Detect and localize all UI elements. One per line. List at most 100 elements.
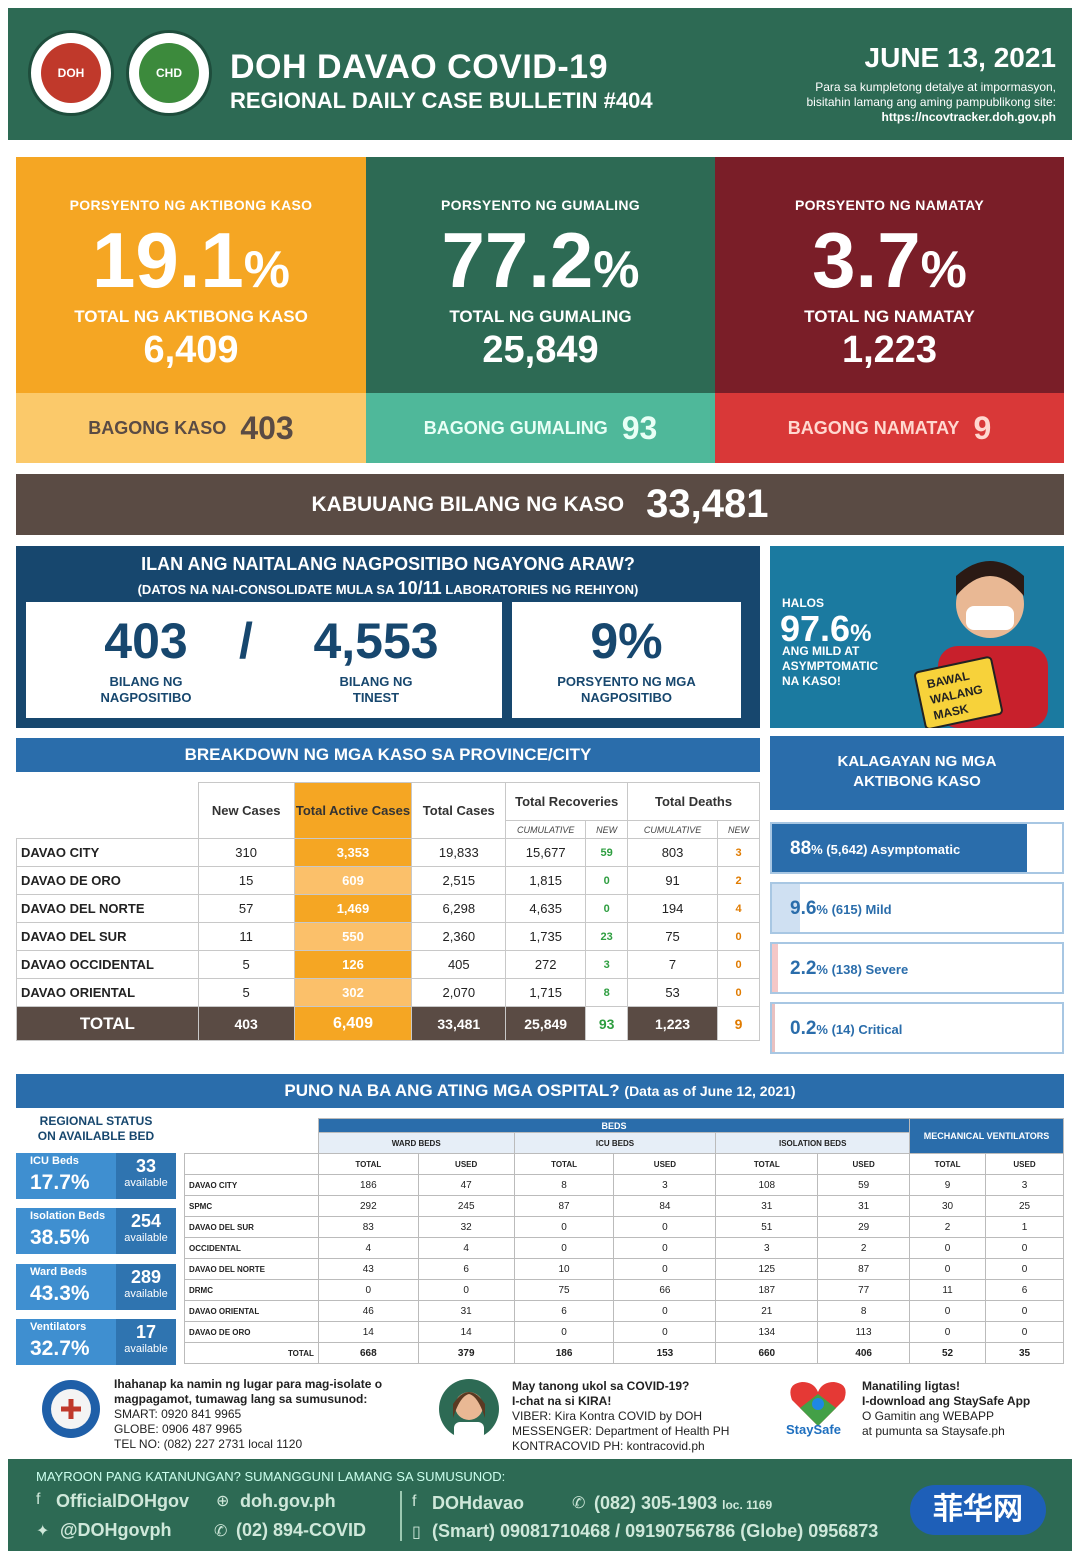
bed-count-cell: 0	[909, 1300, 987, 1322]
active-pct-label: PORSYENTO NG AKTIBONG KASO	[69, 197, 313, 213]
bed-available-box: 33 available	[116, 1153, 176, 1199]
total-cases-cell: 2,070	[411, 978, 507, 1007]
hospital-header-row-1: BEDS MECHANICAL VENTILATORS	[185, 1118, 1064, 1154]
bed-available-pct: 32.7%	[30, 1337, 90, 1360]
facebook-doh-link[interactable]: OfficialDOHgov	[56, 1491, 190, 1511]
new-deaths-cell: 0	[717, 978, 760, 1007]
hotline-seal-logo	[42, 1380, 100, 1438]
bed-count-cell: 113	[817, 1321, 911, 1343]
col-total-cases: Total Cases	[411, 782, 507, 839]
bed-count-cell: 31	[715, 1195, 819, 1217]
bed-count-cell: 187	[715, 1279, 819, 1301]
recoveries-cell: 15,677	[505, 838, 587, 867]
positivity-panel: ILAN ANG NAITALANG NAGPOSITIBO NGAYONG A…	[16, 546, 760, 728]
hospital-name: DAVAO CITY	[184, 1174, 319, 1196]
table-row: DAVAO DE ORO 15 609 2,515 1,815 0 91 2	[16, 866, 760, 895]
bed-count-cell: 6	[513, 1300, 615, 1322]
new-recoveries-cell: 59	[585, 838, 629, 867]
new-deaths-cell: 2	[717, 866, 760, 895]
new-recoveries-cell: 8	[585, 978, 629, 1007]
active-cases-cell: 302	[293, 978, 413, 1007]
new-recovered-strip: BAGONG GUMALING 93	[366, 393, 715, 463]
bed-available-box: 254 available	[116, 1208, 176, 1254]
new-cases-label: BAGONG KASO	[88, 417, 227, 438]
globe-icon: ⊕	[216, 1493, 230, 1510]
positivity-rate-value: 9%	[590, 613, 663, 669]
bed-count-cell: 4	[317, 1237, 419, 1259]
recovered-pct-label: PORSYENTO NG GUMALING	[441, 197, 640, 213]
total-cases-banner: KABUUANG BILANG NG KASO 33,481	[16, 474, 1064, 535]
deaths-cell: 75	[627, 922, 718, 951]
bed-count-cell: 46	[317, 1300, 419, 1322]
footer-contacts: MAYROON PANG KATANUNGAN? SUMANGGUNI LAMA…	[8, 1459, 1072, 1551]
bed-count-cell: 6	[417, 1258, 515, 1280]
active-status-label: 2.2% (138) Severe	[790, 958, 909, 979]
recovered-box: PORSYENTO NG GUMALING 77.2% TOTAL NG GUM…	[366, 157, 715, 393]
deaths-pct-value: 3.7%	[812, 216, 967, 304]
new-deaths-cell: 3	[717, 838, 760, 867]
active-pct-value: 19.1%	[91, 216, 291, 304]
table-row: DAVAO OCCIDENTAL 5 126 405 272 3 7 0	[16, 950, 760, 979]
bed-type-name: ICU Beds	[30, 1155, 79, 1167]
positivity-question: ILAN ANG NAITALANG NAGPOSITIBO NGAYONG A…	[141, 554, 635, 574]
deaths-total-label: TOTAL NG NAMATAY	[804, 307, 975, 326]
bed-count-cell: 11	[909, 1279, 987, 1301]
masked-person-illustration: BAWAL WALANG MASK	[914, 561, 1048, 728]
new-cases-cell: 57	[197, 894, 295, 923]
twitter-doh-link[interactable]: @DOHgovph	[60, 1520, 172, 1540]
ncov-tracker-link[interactable]: https://ncovtracker.doh.gov.ph	[881, 110, 1056, 124]
doh-website-link[interactable]: doh.gov.ph	[240, 1491, 336, 1511]
table-row: DAVAO DEL SUR 83 32 0 0 51 29 2 1	[184, 1216, 1064, 1238]
breakdown-subheader-row: CUMULATIVE NEW CUMULATIVE NEW	[17, 820, 760, 839]
hospital-title: PUNO NA BA ANG ATING MGA OSPITAL? (Data …	[16, 1074, 1064, 1108]
total-cases-label: KABUUANG BILANG NG KASO	[311, 492, 625, 516]
mask-caption: ANG MILD AT ASYMPTOMATIC NA KASO!	[782, 644, 879, 688]
positive-caption: BILANG NG NAGPOSITIBO	[100, 674, 192, 705]
davao-phone-number: (082) 305-1903 loc. 1169	[594, 1493, 773, 1513]
deaths-box: PORSYENTO NG NAMATAY 3.7% TOTAL NG NAMAT…	[715, 157, 1064, 393]
new-cases-cell: 11	[197, 922, 295, 951]
bed-type-name: Ward Beds	[30, 1266, 88, 1278]
deaths-cell: 803	[627, 838, 718, 867]
bed-count-cell: 4	[417, 1237, 515, 1259]
recoveries-cell: 272	[505, 950, 587, 979]
bed-count-cell: 0	[909, 1321, 987, 1343]
bed-count-cell: 8	[513, 1174, 615, 1196]
active-status-fill	[772, 884, 800, 932]
mask-awareness-panel: HALOS 97.6% ANG MILD AT ASYMPTOMATIC NA KA…	[770, 546, 1064, 728]
hospital-total-row: TOTAL 668 379 186 153 660 406 52 35	[184, 1342, 1064, 1364]
facebook-dohdavao-link[interactable]: DOHdavao	[432, 1493, 525, 1513]
bed-count-cell: 0	[513, 1321, 615, 1343]
staysafe-logo-icon	[790, 1382, 846, 1426]
active-cases-cell: 550	[293, 922, 413, 951]
regional-bed-card: ICU Beds 17.7% 33 available	[16, 1153, 176, 1199]
province-name: DAVAO DEL SUR	[16, 922, 199, 951]
kira-chatbot-avatar	[439, 1379, 499, 1440]
bed-count-cell: 0	[985, 1321, 1064, 1343]
phone-icon: ✆	[572, 1495, 586, 1512]
hospital-name: DAVAO DEL SUR	[184, 1216, 319, 1238]
active-status-label: 0.2% (14) Critical	[790, 1018, 903, 1039]
bed-count-cell: 25	[985, 1195, 1064, 1217]
staysafe-logo-text: StaySafe	[786, 1422, 841, 1437]
bed-type-name: Isolation Beds	[30, 1210, 106, 1222]
new-cases-value: 403	[240, 409, 294, 446]
doh-seal-text: DOH	[41, 43, 101, 103]
active-status-label: 9.6% (615) Mild	[790, 898, 892, 919]
breakdown-table: New Cases Total Active Cases Total Cases To…	[16, 782, 760, 1041]
header-note-2: bisitahin lamang ang aming pampublikong …	[806, 95, 1057, 109]
bed-count-cell: 0	[613, 1258, 717, 1280]
new-cases-cell: 5	[197, 978, 295, 1007]
tested-count: 4,553	[313, 613, 439, 669]
facebook-icon: f	[36, 1491, 41, 1508]
doh-seal-logo: DOH	[28, 30, 114, 116]
deaths-cell: 53	[627, 978, 718, 1007]
bulletin-title: DOH DAVAO COVID-19	[230, 48, 609, 86]
active-cases-cell: 1,469	[293, 894, 413, 923]
hospital-beds-table: BEDS MECHANICAL VENTILATORS WARD BEDS ICU B…	[184, 1118, 1064, 1364]
bed-count-cell: 2	[909, 1216, 987, 1238]
hotline-contact-text: Ihahanap ka namin ng lugar para mag-isol…	[114, 1377, 383, 1451]
hospital-name: DAVAO ORIENTAL	[184, 1300, 319, 1322]
bed-count-cell: 0	[613, 1216, 717, 1238]
bed-count-cell: 134	[715, 1321, 819, 1343]
